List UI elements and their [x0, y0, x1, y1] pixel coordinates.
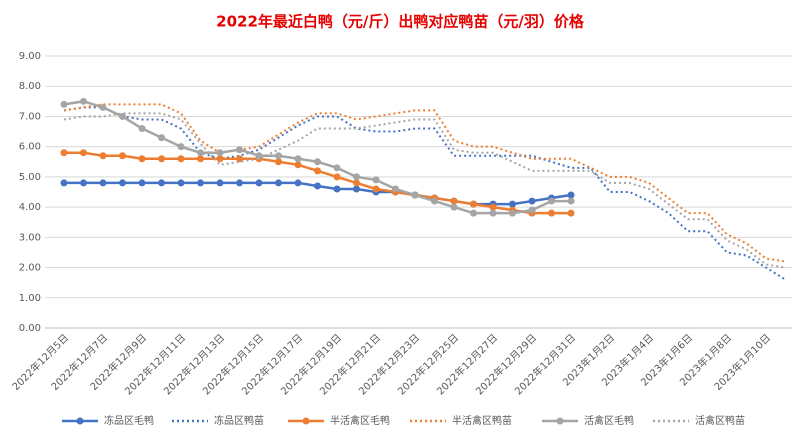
data-point	[567, 197, 575, 205]
data-point	[275, 179, 282, 187]
data-point	[197, 179, 204, 187]
data-point	[509, 200, 516, 208]
data-point	[216, 179, 224, 187]
data-point	[372, 176, 380, 184]
data-point	[80, 97, 87, 105]
data-point	[158, 134, 165, 142]
data-point	[255, 152, 263, 160]
data-point	[294, 179, 302, 187]
series-line	[63, 103, 786, 263]
data-point	[236, 155, 243, 163]
data-point	[99, 103, 107, 111]
data-point	[314, 158, 321, 166]
data-point	[119, 152, 126, 160]
legend-label: 半活禽区毛鸭	[330, 414, 390, 427]
data-point	[177, 155, 185, 163]
y-tick-label: 0.00	[19, 323, 41, 334]
data-point	[333, 164, 341, 172]
data-point	[489, 203, 497, 211]
y-tick-label: 6.00	[19, 142, 41, 153]
series-line	[63, 106, 787, 281]
data-point	[431, 197, 438, 205]
data-point	[216, 155, 224, 163]
data-point	[470, 200, 477, 208]
data-point	[99, 152, 107, 160]
data-point	[353, 185, 360, 193]
y-tick-label: 4.00	[19, 202, 41, 213]
data-point	[119, 112, 126, 120]
series-line	[63, 112, 786, 269]
data-point	[138, 125, 146, 133]
data-point	[255, 179, 263, 187]
y-tick-label: 7.00	[19, 111, 41, 122]
legend-label: 半活禽区鸭苗	[452, 414, 512, 427]
data-point	[177, 179, 185, 187]
data-point	[567, 191, 575, 199]
data-point	[158, 155, 165, 163]
chart-title: 2022年最近白鸭（元/斤）出鸭对应鸭苗（元/羽）价格	[216, 13, 585, 31]
legend-label: 冻品区鸭苗	[214, 414, 264, 427]
data-point	[509, 209, 516, 217]
data-point	[275, 158, 282, 166]
data-point	[333, 173, 341, 181]
data-point	[372, 185, 380, 193]
legend-marker	[76, 417, 84, 425]
data-point	[119, 179, 126, 187]
data-point	[197, 155, 204, 163]
data-point	[353, 173, 360, 181]
data-point	[528, 206, 536, 214]
y-tick-label: 8.00	[19, 81, 41, 92]
data-point	[528, 197, 536, 205]
data-point	[138, 155, 146, 163]
legend-marker	[556, 417, 564, 425]
data-point	[236, 146, 243, 154]
data-point	[353, 179, 360, 187]
legend-label: 活禽区毛鸭	[584, 414, 634, 427]
legend-label: 冻品区毛鸭	[104, 414, 154, 427]
data-point	[333, 185, 341, 193]
data-point	[450, 203, 458, 211]
data-point	[177, 143, 185, 151]
data-point	[138, 179, 146, 187]
data-point	[548, 209, 555, 217]
data-point	[60, 179, 68, 187]
data-point	[489, 209, 497, 217]
data-point	[60, 149, 68, 157]
data-point	[80, 149, 87, 157]
data-point	[158, 179, 165, 187]
data-point	[314, 182, 321, 190]
legend-label: 活禽区鸭苗	[695, 414, 745, 427]
data-point	[275, 152, 282, 160]
data-point	[314, 167, 321, 175]
y-tick-label: 2.00	[19, 263, 41, 274]
data-point	[470, 209, 477, 217]
data-point	[567, 209, 575, 217]
y-tick-label: 1.00	[19, 293, 41, 304]
data-point	[60, 100, 68, 108]
data-point	[450, 197, 458, 205]
data-point	[411, 191, 419, 199]
data-point	[294, 161, 302, 169]
data-point	[80, 179, 87, 187]
data-point	[197, 149, 204, 157]
y-tick-label: 3.00	[19, 232, 41, 243]
data-point	[236, 179, 243, 187]
y-tick-label: 5.00	[19, 172, 41, 183]
data-point	[99, 179, 107, 187]
data-point	[216, 149, 224, 157]
y-tick-label: 9.00	[19, 51, 41, 62]
data-point	[392, 185, 399, 193]
legend-marker	[302, 417, 310, 425]
data-point	[294, 155, 302, 163]
data-point	[548, 197, 555, 205]
